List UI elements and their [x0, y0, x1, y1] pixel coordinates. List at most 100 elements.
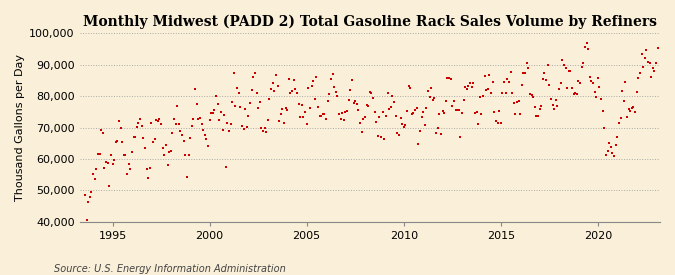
Point	[494, 109, 505, 113]
Point	[591, 95, 601, 99]
Point	[394, 132, 404, 137]
Point	[362, 104, 373, 109]
Point	[424, 94, 435, 99]
Point	[364, 89, 375, 94]
Point	[196, 121, 207, 126]
Point	[296, 103, 307, 108]
Point	[337, 111, 348, 115]
Point	[92, 152, 103, 157]
Point	[421, 106, 432, 110]
Point	[259, 126, 270, 131]
Point	[198, 128, 209, 132]
Point	[288, 78, 299, 82]
Point	[227, 100, 238, 104]
Point	[340, 110, 351, 115]
Point	[505, 70, 516, 74]
Point	[455, 135, 466, 140]
Point	[462, 86, 472, 91]
Point	[151, 118, 161, 123]
Point	[161, 143, 171, 147]
Point	[589, 90, 600, 94]
Point	[352, 102, 362, 106]
Point	[254, 100, 265, 104]
Text: Source: U.S. Energy Information Administration: Source: U.S. Energy Information Administ…	[54, 264, 286, 274]
Point	[91, 167, 102, 171]
Point	[479, 73, 490, 78]
Point	[122, 172, 132, 176]
Point	[306, 84, 317, 88]
Point	[322, 99, 333, 104]
Point	[537, 76, 548, 81]
Point	[271, 73, 281, 78]
Point	[432, 125, 443, 130]
Point	[308, 79, 319, 83]
Point	[242, 125, 252, 129]
Point	[329, 85, 340, 89]
Point	[358, 117, 369, 121]
Point	[605, 145, 616, 150]
Point	[185, 135, 196, 140]
Point	[599, 126, 610, 130]
Point	[263, 118, 273, 122]
Point	[183, 152, 194, 157]
Point	[414, 129, 425, 134]
Point	[508, 100, 519, 105]
Point	[604, 141, 615, 145]
Point	[232, 86, 242, 90]
Point	[398, 125, 409, 129]
Point	[156, 122, 167, 127]
Point	[199, 133, 210, 138]
Point	[115, 125, 126, 130]
Point	[400, 123, 411, 127]
Point	[586, 79, 597, 84]
Point	[117, 140, 128, 145]
Point	[408, 111, 419, 115]
Point	[140, 145, 151, 150]
Point	[81, 218, 92, 222]
Point	[269, 89, 279, 93]
Point	[295, 115, 306, 120]
Point	[554, 87, 564, 91]
Point	[165, 149, 176, 154]
Point	[573, 78, 584, 83]
Point	[230, 103, 241, 108]
Point	[80, 192, 90, 197]
Point	[614, 120, 624, 125]
Point	[585, 74, 595, 79]
Point	[382, 91, 393, 96]
Point	[373, 134, 383, 138]
Point	[126, 150, 137, 154]
Point	[623, 107, 634, 111]
Point	[521, 61, 532, 65]
Point	[504, 79, 514, 84]
Point	[448, 98, 459, 103]
Point	[539, 71, 550, 75]
Point	[111, 140, 122, 144]
Point	[272, 84, 283, 88]
Point	[405, 86, 416, 90]
Point	[141, 166, 152, 171]
Point	[350, 98, 360, 103]
Point	[211, 94, 221, 98]
Point	[570, 91, 580, 96]
Point	[450, 108, 461, 112]
Point	[426, 86, 437, 90]
Point	[456, 111, 467, 116]
Point	[134, 117, 145, 121]
Point	[252, 105, 263, 110]
Point	[419, 122, 430, 127]
Point	[368, 96, 379, 100]
Point	[593, 76, 603, 80]
Point	[136, 124, 147, 128]
Point	[620, 80, 630, 84]
Point	[552, 104, 563, 109]
Point	[526, 93, 537, 98]
Point	[647, 66, 658, 70]
Point	[244, 101, 255, 106]
Point	[376, 135, 387, 139]
Point	[418, 110, 429, 114]
Point	[177, 133, 188, 138]
Point	[636, 52, 647, 56]
Point	[572, 92, 583, 96]
Point	[489, 109, 500, 114]
